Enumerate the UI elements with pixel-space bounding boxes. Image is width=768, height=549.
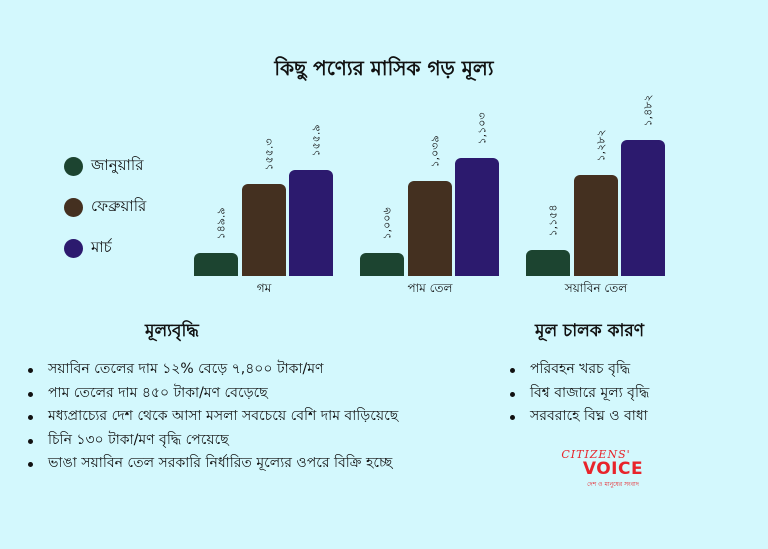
- bar-group-wheat: ১৪৯.৯ ১৫৫.৩ ১৫৫.৯: [194, 100, 334, 276]
- key-drivers-list: পরিবহন খরচ বৃদ্ধি বিশ্ব বাজারে মূল্য বৃদ…: [506, 358, 649, 429]
- x-axis-label-wheat: গম: [256, 281, 272, 295]
- bar-march: ১,১০৩: [455, 112, 499, 276]
- list-item: চিনি ১৩০ টাকা/মণ বৃদ্ধি পেয়েছে: [24, 429, 398, 453]
- list-item: সয়াবিন তেলের দাম ১২% বেড়ে ৭,৪০০ টাকা/ম…: [24, 358, 398, 382]
- list-item: পরিবহন খরচ বৃদ্ধি: [506, 358, 649, 382]
- list-item: মধ্যপ্রাচ্যের দেশ থেকে আসা মসলা সবচেয়ে …: [24, 405, 398, 429]
- chart-legend: জানুয়ারি ফেব্রুয়ারি মার্চ: [64, 146, 146, 269]
- bar-january: ১,০০৬: [360, 207, 404, 276]
- x-axis-label-palm-oil: পাম তেল: [407, 281, 453, 295]
- logo-tagline: দেশ ও মানুষের সংবাদ: [587, 481, 639, 488]
- bar-chart: ১৪৯.৯ ১৫৫.৩ ১৫৫.৯ গম ১,০০৬ ১,০৩৯ ১,১০৩ প…: [180, 94, 680, 300]
- logo-top-text: CITIZENS': [561, 448, 631, 461]
- list-item: বিশ্ব বাজারে মূল্য বৃদ্ধি: [506, 382, 649, 406]
- bar-january: ১,১৫৪: [526, 204, 570, 276]
- chart-title: কিছু পণ্যের মাসিক গড় মূল্য: [274, 56, 494, 80]
- price-increase-heading: মূল্যবৃদ্ধি: [145, 321, 199, 341]
- legend-item-february: ফেব্রুয়ারি: [64, 187, 146, 227]
- bar-group-soybean-oil: ১,১৫৪ ১,২৮২ ১,৪৮২: [526, 94, 666, 276]
- legend-label: জানুয়ারি: [91, 155, 144, 174]
- legend-item-march: মার্চ: [64, 228, 146, 268]
- bar-group-palm-oil: ১,০০৬ ১,০৩৯ ১,১০৩: [360, 100, 500, 276]
- bar-february: ১৫৫.৩: [242, 138, 286, 276]
- bar-march: ১,৪৮২: [621, 94, 665, 276]
- bar-march: ১৫৫.৯: [289, 124, 333, 276]
- legend-swatch-february: [64, 197, 83, 217]
- price-increase-list: সয়াবিন তেলের দাম ১২% বেড়ে ৭,৪০০ টাকা/ম…: [24, 358, 398, 476]
- legend-swatch-january: [64, 156, 83, 176]
- citizens-voice-logo: CITIZENS' VOICE দেশ ও মানুষের সংবাদ: [548, 448, 658, 490]
- list-item: পাম তেলের দাম ৪৫০ টাকা/মণ বেড়েছে: [24, 382, 398, 406]
- legend-label: মার্চ: [91, 237, 112, 256]
- legend-swatch-march: [64, 238, 83, 258]
- list-item: সরবরাহে বিঘ্ন ও বাধা: [506, 405, 649, 429]
- legend-label: ফেব্রুয়ারি: [91, 196, 147, 215]
- list-item: ভাঙা সয়াবিন তেল সরকারি নির্ধারিত মূল্যে…: [24, 452, 398, 476]
- legend-item-january: জানুয়ারি: [64, 146, 146, 186]
- bar-february: ১,০৩৯: [408, 135, 452, 276]
- logo-main-text: VOICE: [582, 459, 644, 479]
- bar-february: ১,২৮২: [574, 129, 618, 276]
- key-drivers-heading: মূল চালক কারণ: [535, 321, 645, 341]
- x-axis-label-soybean-oil: সয়াবিন তেল: [564, 281, 628, 295]
- bar-january: ১৪৯.৯: [194, 207, 238, 276]
